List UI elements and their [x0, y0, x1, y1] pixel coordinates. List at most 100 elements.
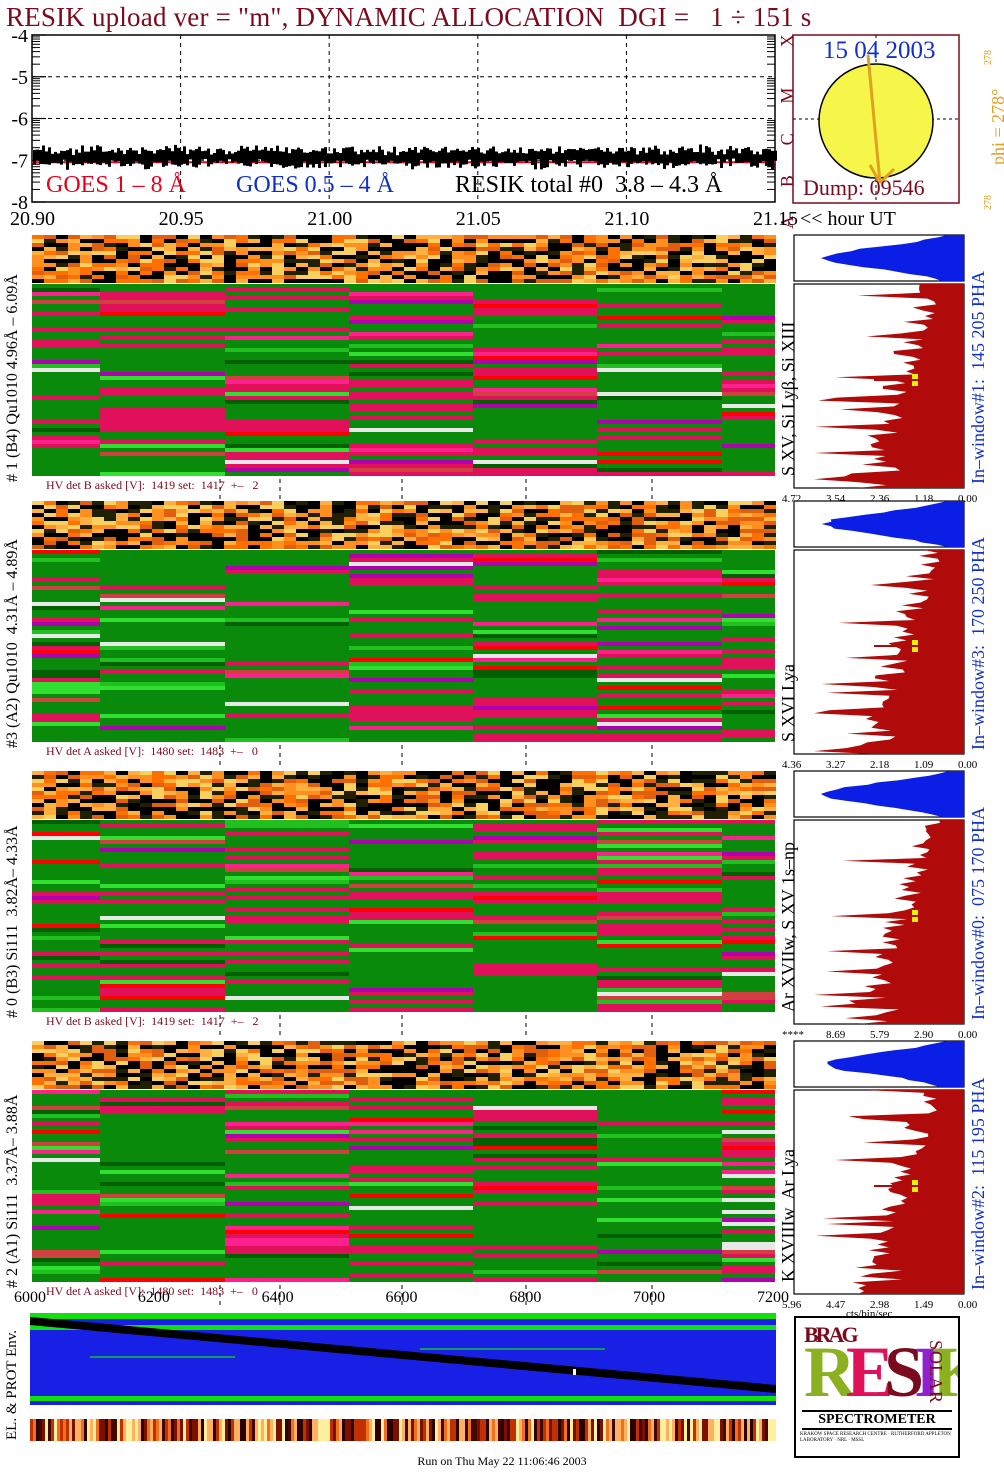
detector-ylabel: # 0 (B3) Si111 3.82Å– 4.33Å	[4, 825, 21, 1018]
pha-tick: 4.47	[826, 1299, 846, 1310]
detector-panel-d2: 5.96 4.47 2.98 1.49 0.00	[32, 1040, 978, 1310]
pha-histogram-blue	[827, 1041, 964, 1087]
pha-tick: 5.79	[870, 1029, 890, 1040]
lightcurve-class-letter: B	[777, 175, 797, 187]
lightcurve-xtick: 20.95	[158, 208, 204, 230]
logo-brag: BRAG	[804, 1322, 859, 1347]
pha-tick: 1.49	[914, 1299, 934, 1310]
lightcurve-xtick: 21.05	[455, 208, 501, 230]
pha-tick: 1.18	[914, 493, 934, 504]
pha-tick: 2.98	[870, 1299, 890, 1310]
detector-panel-d1: 4.72 3.54 2.36 1.18 0.00	[32, 234, 978, 504]
sun-dump: Dump: 09546	[803, 175, 925, 200]
detector-lines-label: Ar XVIIw, S XV 1s–np	[778, 842, 798, 1012]
detector-panel-d3: 4.36 3.27 2.18 1.09 0.00	[32, 500, 978, 770]
sun-date: 15 04 2003	[823, 37, 936, 64]
detector-spectrogram	[32, 820, 775, 1012]
lightcurve-xtick: 21.15	[753, 208, 798, 230]
resik-logo: BRAG RESIK SOLAR SPECTROMETER KRAKOW SPA…	[794, 1316, 960, 1458]
detector-ylabel: #3 (A2) Qu1010 4.31Å – 4.89Å	[4, 539, 21, 748]
pha-tick: 0.00	[958, 1029, 978, 1040]
legend-goes-short: GOES 0.5 – 4 Å	[236, 172, 395, 198]
lightcurve-ytick: -8	[11, 192, 28, 214]
env-chart	[30, 1313, 776, 1441]
detector-lines-label: K XVIIIw Ar Lya	[778, 1149, 798, 1282]
env-xtick: 7200	[757, 1289, 789, 1306]
pha-tick: 3.27	[826, 759, 846, 770]
pha-histogram-blue	[821, 501, 964, 547]
detector-lines-label: S XVI Lya	[778, 664, 798, 742]
detector-hv-label: HV det B asked [V]: 1419 set: 1417 +– 2	[46, 478, 259, 492]
lightcurve-class-letter: C	[777, 133, 797, 145]
detector-ylabel: # 1 (B4) Qu1010 4.96Å – 6.09Å	[4, 274, 21, 482]
lightcurve-xtick: 21.10	[604, 208, 650, 230]
lightcurve-chart: -4 -5 -6 -7 -8 X M C B A	[11, 30, 797, 229]
sun-disk	[818, 63, 934, 179]
detector-strip	[32, 235, 776, 283]
sun-phi: phi = 278°	[988, 88, 1004, 165]
env-xtick: 6800	[509, 1289, 542, 1306]
pha-tick: 2.36	[870, 493, 890, 504]
env-xtick: 6000	[14, 1289, 46, 1306]
lightcurve-ytick: -5	[11, 67, 28, 89]
lightcurve-class-letter: M	[777, 88, 797, 104]
pha-histogram-blue	[820, 235, 964, 281]
detector-strip	[32, 771, 776, 819]
sun-small-bottom: 278	[983, 195, 994, 210]
legend-resik-total: RESIK total #0 3.8 – 4.3 Å	[455, 172, 723, 198]
sun-axis-line	[866, 54, 882, 184]
lightcurve-xticks: 20.90 20.95 21.00 21.05 21.10 21.15 << hour UT	[0, 208, 1004, 234]
detector-window-label: In–window#1: 145 205 PHA	[968, 270, 988, 484]
detector-strip	[32, 1041, 776, 1089]
detector-hv-label: HV det B asked [V]: 1419 set: 1417 +– 2	[46, 1014, 259, 1028]
lightcurve-xunit: << hour UT	[800, 208, 896, 230]
pha-tick: 5.96	[782, 1299, 802, 1310]
detector-hv-label: HV det A asked [V]: 1480 set: 1483 +– 0	[46, 1284, 258, 1298]
pha-histogram-blue	[820, 771, 964, 817]
lightcurve-class-letter: A	[777, 216, 797, 229]
pha-tick: 2.18	[870, 759, 890, 770]
pha-tick: 0.00	[958, 1299, 978, 1310]
lightcurve-xtick: 20.90	[10, 208, 55, 230]
env-xtick: 6400	[261, 1289, 294, 1306]
logo-letters: RESIK	[804, 1332, 958, 1412]
detector-window-label: In–window#0: 075 170 PHA	[968, 806, 988, 1020]
lightcurve-class-letter: X	[777, 34, 797, 47]
env-trend-line	[30, 1317, 776, 1393]
lightcurve-ytick: -6	[11, 109, 28, 131]
lightcurve-ytick: -7	[11, 150, 28, 172]
detector-window-label: In–window#3: 170 250 PHA	[968, 536, 988, 750]
pha-histogram-red	[814, 550, 964, 754]
pha-tick: 1.09	[914, 759, 934, 770]
logo-spectrometer: SPECTROMETER	[802, 1410, 952, 1430]
pha-histogram-red	[815, 1090, 964, 1294]
detector-window-label: In–window#2: 115 195 PHA	[968, 1077, 988, 1290]
detector-lines-label: S XV, Si Lyβ, Si XIII	[778, 321, 798, 476]
env-xtick: 6600	[385, 1289, 418, 1306]
pha-tick: 2.90	[914, 1029, 934, 1040]
legend-goes-long: GOES 1 – 8 Å	[46, 172, 187, 198]
pha-tick: 4.36	[782, 759, 802, 770]
lightcurve-ytick: -4	[11, 30, 28, 47]
env-xticks: 6000 6200 6400 6600 6800 7000 7200	[0, 1289, 1004, 1313]
sun-small-top: 278	[983, 50, 994, 65]
detector-spectrogram	[32, 550, 775, 742]
logo-fine-print: KRAKOW SPACE RESEARCH CENTRE · RUTHERFOR…	[800, 1432, 951, 1443]
pha-histogram-red	[814, 284, 964, 488]
detector-spectrogram	[32, 1090, 775, 1282]
pha-tick: 3.54	[826, 493, 846, 504]
env-xtick: 7000	[633, 1289, 666, 1306]
detector-strip	[32, 501, 776, 549]
pha-tick: 4.72	[782, 493, 801, 504]
pha-tick: 8.69	[826, 1029, 846, 1040]
page-title: RESIK upload ver = "m", DYNAMIC ALLOCATI…	[6, 2, 812, 32]
detector-panel-d0: **** 8.69 5.79 2.90 0.00	[32, 770, 978, 1040]
lightcurve-xtick: 21.00	[307, 208, 353, 230]
detector-hv-label: HV det A asked [V]: 1480 set: 1483 +– 0	[46, 744, 258, 758]
pha-tick: ****	[782, 1029, 804, 1040]
footer-run-on: Run on Thu May 22 11:06:46 2003	[417, 1454, 587, 1468]
env-xtick: 6200	[137, 1289, 170, 1306]
pha-tick: 0.00	[958, 759, 978, 770]
logo-solar: SOLAR	[926, 1340, 946, 1405]
detector-spectrogram	[32, 284, 775, 476]
